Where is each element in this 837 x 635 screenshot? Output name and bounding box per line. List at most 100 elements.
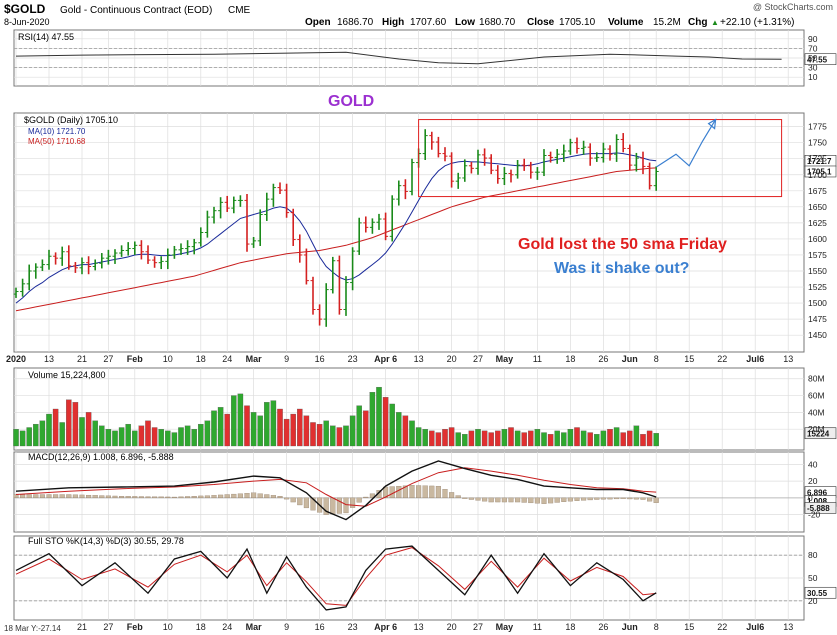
macd-histogram-bar — [145, 496, 151, 499]
ohlc-bar — [39, 259, 45, 271]
volume-bar — [145, 420, 151, 447]
macd-hist-tag-box — [804, 502, 837, 514]
sto-xtick-label: 20 — [447, 622, 457, 632]
volume-bar — [402, 415, 409, 447]
sto-xtick-label: 22 — [717, 622, 727, 632]
volume-bar — [59, 422, 65, 447]
ma50-line — [15, 167, 657, 312]
volume-bar — [389, 403, 395, 447]
volume-bar — [541, 432, 547, 447]
sto-xtick-label: 23 — [348, 622, 358, 632]
price-xtick-label: 9 — [284, 354, 289, 364]
volume-bar — [594, 434, 600, 447]
ohlc-bar — [515, 159, 521, 179]
ohlc-bar — [178, 243, 184, 255]
volume-bar — [415, 427, 422, 447]
sto-xtick-label: 18 — [565, 622, 575, 632]
volume-bar — [521, 432, 527, 447]
price-xtick-label: 2020 — [6, 354, 26, 364]
macd-histogram-bar — [211, 495, 217, 499]
macd-histogram-bar — [653, 497, 659, 503]
volume-bar — [528, 430, 534, 447]
volume-bar — [508, 427, 514, 447]
ohlc-bar — [429, 131, 435, 150]
macd-histogram-bar — [534, 497, 540, 504]
price-ytick-label: 1575 — [808, 250, 827, 260]
volume-bar — [92, 420, 98, 447]
volume-bar — [46, 413, 52, 447]
macd-histogram-bar — [257, 493, 263, 499]
ohlc-bar — [600, 142, 606, 163]
price-ytick-label: 1675 — [808, 186, 827, 196]
open-label: Open — [305, 17, 331, 28]
macd-histogram-bar — [13, 494, 19, 499]
macd-histogram-bar — [508, 497, 514, 503]
volume-bar — [231, 395, 237, 447]
volume-bar — [310, 422, 316, 447]
macd-histogram-bar — [33, 494, 39, 499]
macd-histogram-bar — [290, 497, 296, 503]
volume-bar — [534, 429, 541, 447]
sto-legend: Full STO %K(14,3) %D(3) 30.55, 29.78 — [28, 536, 184, 546]
macd-histogram-bar — [607, 497, 613, 500]
macd-histogram-bar — [455, 495, 461, 499]
volume-bar — [277, 408, 283, 447]
ohlc-bar — [145, 245, 151, 264]
macd-histogram-bar — [600, 497, 606, 500]
volume-bar — [171, 432, 178, 447]
ohlc-bar — [534, 167, 540, 180]
ohlc-bar — [158, 256, 164, 270]
high-label: High — [382, 17, 404, 28]
volume-bar — [85, 412, 92, 447]
vol-ytick-label: 60M — [808, 391, 825, 401]
ohlc-bar — [614, 134, 620, 162]
macd-histogram-bar — [581, 497, 587, 501]
ohlc-bar — [198, 227, 204, 247]
sto-xtick-label: 9 — [284, 622, 289, 632]
macd-histogram-bar — [402, 485, 408, 499]
ohlc-bar — [20, 278, 26, 297]
price-xtick-label: 16 — [315, 354, 325, 364]
ohlc-bar — [125, 242, 131, 256]
ohlc-bar — [99, 253, 105, 269]
rsi-ytick-label: 30 — [808, 63, 818, 73]
sto-xtick-label: Feb — [127, 622, 144, 632]
volume-bar — [468, 430, 475, 447]
price-ytick-label: 1650 — [808, 202, 827, 212]
macd-histogram-bar — [475, 497, 481, 501]
ohlc-bar — [343, 276, 349, 316]
ohlc-bar — [653, 166, 659, 191]
vol-ytick-label: 80M — [808, 374, 825, 384]
volume-bar — [283, 418, 290, 447]
volume-bar — [429, 430, 435, 447]
macd-legend: MACD(12,26,9) 1.008, 6.896, -5.888 — [28, 452, 174, 462]
ohlc-bar — [528, 161, 534, 179]
ohlc-bar — [508, 169, 514, 183]
volume-bar — [118, 427, 125, 447]
ohlc-bar — [92, 259, 98, 271]
ohlc-bar — [647, 162, 653, 190]
macd-histogram-bar — [20, 494, 26, 499]
macd-histogram-bar — [343, 497, 349, 514]
volume-bar — [13, 429, 19, 447]
ohlc-bar — [462, 159, 468, 182]
volume-bar — [151, 427, 158, 447]
volume-bar — [422, 429, 428, 447]
macd-histogram-bar — [86, 494, 92, 499]
ohlc-bar — [581, 140, 587, 155]
macd-histogram-bar — [198, 495, 204, 499]
macd-histogram-bar — [435, 485, 441, 499]
ohlc-bar — [521, 158, 527, 171]
chart-date: 8-Jun-2020 — [4, 17, 50, 27]
gold-title-annotation: GOLD — [328, 93, 374, 110]
volume-bar — [514, 430, 521, 447]
ohlc-bar — [607, 145, 613, 161]
rsi-last-value-box — [804, 53, 837, 65]
watermark[interactable]: @ StockCharts.com — [753, 2, 833, 12]
sto-d-line — [15, 547, 657, 606]
ohlc-bar — [409, 158, 415, 196]
volume-bar — [409, 420, 415, 447]
macd-histogram-bar — [614, 497, 620, 500]
price-xtick-label: 8 — [654, 354, 659, 364]
ohlc-bar — [356, 217, 362, 255]
